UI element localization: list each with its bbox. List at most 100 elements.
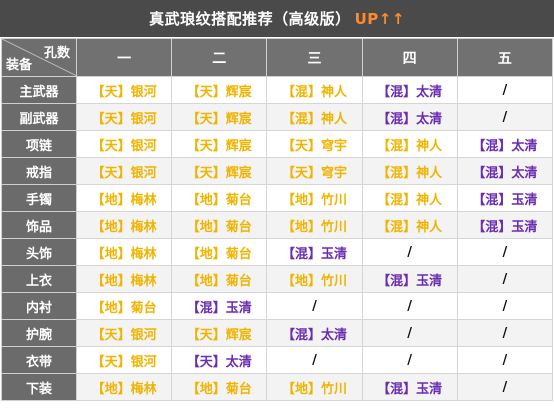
- table-cell: 【天】穹宇: [266, 157, 363, 185]
- table-cell: /: [456, 76, 554, 104]
- table-cell: 【混】玉清: [361, 265, 458, 293]
- table-cell: 【地】梅林: [75, 238, 173, 266]
- table-cell: 【混】玉清: [456, 184, 554, 212]
- row-label: 项链: [1, 130, 77, 158]
- table-row: 上衣 【地】梅林 【地】菊台 【地】竹川 【混】玉清 /: [1, 265, 554, 293]
- table-cell: 【地】梅林: [75, 211, 173, 239]
- table-cell: 【地】菊台: [171, 211, 268, 239]
- table-cell: 【地】梅林: [75, 373, 173, 401]
- table-cell: 【混】玉清: [266, 238, 363, 266]
- row-label: 副武器: [1, 103, 77, 131]
- table-cell: 【混】太清: [361, 76, 458, 104]
- table-cell: 【天】辉宸: [171, 157, 268, 185]
- table-cell: 【天】银河: [75, 103, 173, 131]
- column-header-1: 一: [75, 38, 173, 77]
- table-cell: 【天】银河: [75, 76, 173, 104]
- table-row: 戒指 【天】银河 【天】辉宸 【天】穹宇 【混】神人 【混】太清: [1, 157, 554, 185]
- table-cell: 【天】银河: [75, 346, 173, 374]
- row-label: 衣带: [1, 346, 77, 374]
- table-row: 主武器 【天】银河 【天】辉宸 【混】神人 【混】太清 /: [1, 76, 554, 104]
- table-cell: 【地】竹川: [266, 184, 363, 212]
- table-cell: 【天】银河: [75, 319, 173, 347]
- title-main: 真武琅纹搭配推荐（高级版）: [149, 10, 351, 28]
- table-cell: /: [456, 103, 554, 131]
- table-row: 项链 【天】银河 【天】辉宸 【天】穹宇 【混】神人 【混】太清: [1, 130, 554, 158]
- column-header-5: 五: [456, 38, 554, 77]
- corner-label-equipment: 装备: [6, 58, 33, 73]
- table-cell: 【天】太清: [171, 346, 268, 374]
- table-cell: /: [361, 319, 458, 347]
- table-row: 内衬 【地】菊台 【混】玉清 / / /: [1, 292, 554, 320]
- title-up-badge: UP↑↑: [354, 9, 405, 28]
- corner-header: 孔数 装备: [1, 38, 77, 77]
- table-cell: /: [456, 265, 554, 293]
- table-cell: 【混】太清: [361, 103, 458, 131]
- table-cell: 【混】玉清: [361, 373, 458, 401]
- table-cell: /: [266, 292, 363, 320]
- table-cell: 【地】梅林: [75, 265, 173, 293]
- row-label: 戒指: [1, 157, 77, 185]
- row-label: 下装: [1, 373, 77, 401]
- recommendation-table: 孔数 装备 一 二 三 四 五 主武器 【天】银河 【天】辉宸 【混】神人 【混】太清 /…: [1, 38, 554, 401]
- table-cell: 【混】太清: [456, 157, 554, 185]
- table-row: 衣带 【天】银河 【天】太清 / / /: [1, 346, 554, 374]
- table-cell: 【地】菊台: [75, 292, 173, 320]
- table-cell: 【地】菊台: [171, 373, 268, 401]
- row-label: 内衬: [1, 292, 77, 320]
- table-cell: 【混】神人: [361, 157, 458, 185]
- table-cell: 【混】神人: [266, 76, 363, 104]
- table-cell: 【混】太清: [266, 319, 363, 347]
- table-cell: 【天】穹宇: [266, 130, 363, 158]
- row-label: 护腕: [1, 319, 77, 347]
- table-cell: 【混】神人: [361, 211, 458, 239]
- column-header-2: 二: [171, 38, 268, 77]
- table-cell: /: [456, 292, 554, 320]
- table-cell: 【地】竹川: [266, 265, 363, 293]
- table-cell: 【地】菊台: [171, 184, 268, 212]
- header-row: 孔数 装备 一 二 三 四 五: [1, 38, 554, 77]
- table-cell: 【混】太清: [456, 130, 554, 158]
- table-cell: /: [361, 346, 458, 374]
- table-cell: /: [266, 346, 363, 374]
- table-cell: 【天】银河: [75, 130, 173, 158]
- table-cell: /: [456, 346, 554, 374]
- corner-label-slots: 孔数: [43, 46, 70, 61]
- table-cell: 【地】竹川: [266, 211, 363, 239]
- table-row: 护腕 【天】银河 【天】辉宸 【混】太清 / /: [1, 319, 554, 347]
- table-cell: 【天】辉宸: [171, 76, 268, 104]
- table-cell: 【混】神人: [266, 103, 363, 131]
- table-cell: 【地】梅林: [75, 184, 173, 212]
- table-cell: /: [361, 292, 458, 320]
- column-header-4: 四: [361, 38, 458, 77]
- table-cell: 【混】神人: [361, 184, 458, 212]
- table-cell: 【混】玉清: [456, 211, 554, 239]
- table-cell: /: [456, 238, 554, 266]
- page-title: 真武琅纹搭配推荐（高级版） UP↑↑: [0, 0, 554, 37]
- row-label: 饰品: [1, 211, 77, 239]
- table-row: 头饰 【地】梅林 【地】菊台 【混】玉清 / /: [1, 238, 554, 266]
- table-cell: 【混】神人: [361, 130, 458, 158]
- table-cell: 【天】银河: [75, 157, 173, 185]
- row-label: 手镯: [1, 184, 77, 212]
- corner-diagonal: [2, 39, 76, 76]
- column-header-3: 三: [266, 38, 363, 77]
- table-cell: 【混】玉清: [171, 292, 268, 320]
- table-cell: /: [456, 319, 554, 347]
- table-cell: 【天】辉宸: [171, 130, 268, 158]
- row-label: 上衣: [1, 265, 77, 293]
- table-cell: /: [361, 238, 458, 266]
- table-cell: 【天】辉宸: [171, 319, 268, 347]
- row-label: 主武器: [1, 76, 77, 104]
- table-cell: 【地】竹川: [266, 373, 363, 401]
- table-row: 副武器 【天】银河 【天】辉宸 【混】神人 【混】太清 /: [1, 103, 554, 131]
- table-cell: 【地】菊台: [171, 265, 268, 293]
- table-body: 主武器 【天】银河 【天】辉宸 【混】神人 【混】太清 / 副武器 【天】银河 【天】辉宸 【混】…: [1, 76, 554, 401]
- table-row: 手镯 【地】梅林 【地】菊台 【地】竹川 【混】神人 【混】玉清: [1, 184, 554, 212]
- row-label: 头饰: [1, 238, 77, 266]
- table-cell: 【天】辉宸: [171, 103, 268, 131]
- table-cell: 【地】菊台: [171, 238, 268, 266]
- table-cell: /: [456, 373, 554, 401]
- table-row: 饰品 【地】梅林 【地】菊台 【地】竹川 【混】神人 【混】玉清: [1, 211, 554, 239]
- table-row: 下装 【地】梅林 【地】菊台 【地】竹川 【混】玉清 /: [1, 373, 554, 401]
